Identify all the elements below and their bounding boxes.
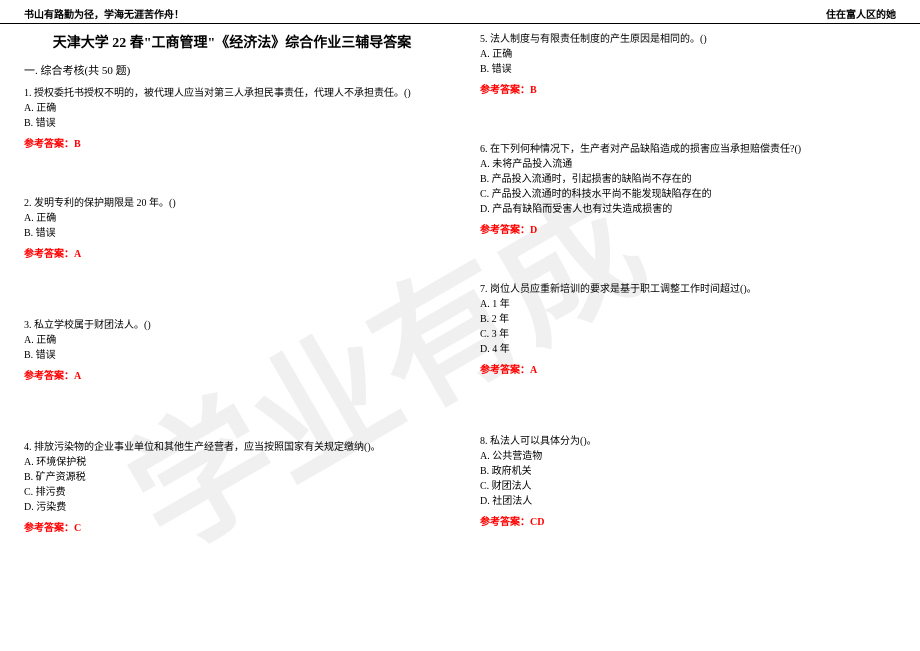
option: A. 正确	[24, 101, 440, 116]
option: A. 正确	[24, 333, 440, 348]
main-columns: 天津大学 22 春"工商管理"《经济法》综合作业三辅导答案 一. 综合考核(共 …	[0, 24, 920, 544]
question-block: 8. 私法人可以具体分为()。A. 公共营造物B. 政府机关C. 财团法人D. …	[480, 434, 896, 530]
question-text: 4. 排放污染物的企业事业单位和其他生产经营者，应当按照国家有关规定缴纳()。	[24, 440, 440, 455]
question-text: 5. 法人制度与有限责任制度的产生原因是相同的。()	[480, 32, 896, 47]
option: C. 产品投入流通时的科技水平尚不能发现缺陷存在的	[480, 187, 896, 202]
option: A. 正确	[24, 211, 440, 226]
option: B. 错误	[24, 348, 440, 363]
question-block: 3. 私立学校属于财团法人。()A. 正确B. 错误参考答案：A	[24, 318, 440, 384]
option: B. 2 年	[480, 312, 896, 327]
question-block: 1. 授权委托书授权不明的，被代理人应当对第三人承担民事责任，代理人不承担责任。…	[24, 86, 440, 152]
option: B. 产品投入流通时，引起损害的缺陷尚不存在的	[480, 172, 896, 187]
question-text: 1. 授权委托书授权不明的，被代理人应当对第三人承担民事责任，代理人不承担责任。…	[24, 86, 440, 101]
option: B. 错误	[24, 226, 440, 241]
section-heading: 一. 综合考核(共 50 题)	[24, 62, 440, 78]
spacing	[480, 106, 896, 142]
question-text: 8. 私法人可以具体分为()。	[480, 434, 896, 449]
option: B. 错误	[24, 116, 440, 131]
question-block: 6. 在下列何种情况下，生产者对产品缺陷造成的损害应当承担赔偿责任?()A. 未…	[480, 142, 896, 238]
option: D. 污染费	[24, 500, 440, 515]
header-left: 书山有路勤为径，学海无涯苦作舟！	[24, 6, 184, 21]
option: A. 正确	[480, 47, 896, 62]
spacing	[480, 246, 896, 282]
option: D. 4 年	[480, 342, 896, 357]
answer-line: 参考答案：A	[24, 369, 440, 384]
option: C. 财团法人	[480, 479, 896, 494]
spacing	[480, 386, 896, 434]
option: A. 未将产品投入流通	[480, 157, 896, 172]
spacing	[24, 160, 440, 196]
spacing	[24, 270, 440, 318]
question-block: 2. 发明专利的保护期限是 20 年。()A. 正确B. 错误参考答案：A	[24, 196, 440, 262]
option: C. 3 年	[480, 327, 896, 342]
option: B. 矿产资源税	[24, 470, 440, 485]
question-block: 5. 法人制度与有限责任制度的产生原因是相同的。()A. 正确B. 错误参考答案…	[480, 32, 896, 98]
page-header: 书山有路勤为径，学海无涯苦作舟！ 住在富人区的她	[0, 0, 920, 24]
answer-line: 参考答案：C	[24, 521, 440, 536]
answer-line: 参考答案：B	[24, 137, 440, 152]
option: A. 公共营造物	[480, 449, 896, 464]
question-block: 4. 排放污染物的企业事业单位和其他生产经营者，应当按照国家有关规定缴纳()。A…	[24, 440, 440, 536]
answer-line: 参考答案：CD	[480, 515, 896, 530]
answer-line: 参考答案：A	[24, 247, 440, 262]
header-right: 住在富人区的她	[826, 6, 896, 21]
option: D. 社团法人	[480, 494, 896, 509]
option: A. 环境保护税	[24, 455, 440, 470]
right-column: 5. 法人制度与有限责任制度的产生原因是相同的。()A. 正确B. 错误参考答案…	[460, 24, 896, 544]
question-text: 3. 私立学校属于财团法人。()	[24, 318, 440, 333]
answer-line: 参考答案：D	[480, 223, 896, 238]
left-column: 天津大学 22 春"工商管理"《经济法》综合作业三辅导答案 一. 综合考核(共 …	[24, 24, 460, 544]
question-text: 6. 在下列何种情况下，生产者对产品缺陷造成的损害应当承担赔偿责任?()	[480, 142, 896, 157]
document-title: 天津大学 22 春"工商管理"《经济法》综合作业三辅导答案	[24, 32, 440, 52]
question-block: 7. 岗位人员应重新培训的要求是基于职工调整工作时间超过()。A. 1 年B. …	[480, 282, 896, 378]
option: B. 政府机关	[480, 464, 896, 479]
answer-line: 参考答案：B	[480, 83, 896, 98]
option: D. 产品有缺陷而受害人也有过失造成损害的	[480, 202, 896, 217]
question-text: 7. 岗位人员应重新培训的要求是基于职工调整工作时间超过()。	[480, 282, 896, 297]
option: C. 排污费	[24, 485, 440, 500]
option: B. 错误	[480, 62, 896, 77]
question-text: 2. 发明专利的保护期限是 20 年。()	[24, 196, 440, 211]
answer-line: 参考答案：A	[480, 363, 896, 378]
spacing	[24, 392, 440, 440]
page-content: 书山有路勤为径，学海无涯苦作舟！ 住在富人区的她 天津大学 22 春"工商管理"…	[0, 0, 920, 544]
option: A. 1 年	[480, 297, 896, 312]
